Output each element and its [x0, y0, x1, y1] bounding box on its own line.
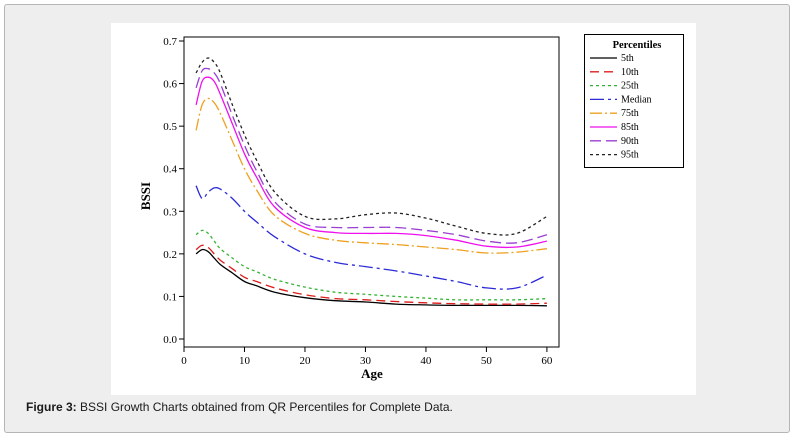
- x-tick-label: 60: [541, 355, 553, 367]
- legend: Percentiles 5th 10th 25th Median 75th 85th 90t…: [584, 34, 684, 168]
- plot-frame: [183, 36, 560, 348]
- series-line-5th: [195, 248, 547, 307]
- y-tick-label: 0.3: [163, 206, 177, 218]
- legend-label: 90th: [621, 136, 639, 147]
- series-line-90th: [195, 67, 548, 244]
- series-line-10th: [195, 244, 547, 305]
- figure-caption: Figure 3: BSSI Growth Charts obtained fr…: [26, 400, 453, 414]
- series-lines: [195, 57, 548, 307]
- y-tick-label: 0.4: [163, 164, 177, 176]
- x-tick-label: 20: [299, 355, 311, 367]
- legend-items: 5th 10th 25th Median 75th 85th 90th 95th: [590, 53, 652, 161]
- series-line-95th: [195, 57, 548, 236]
- legend-label: 85th: [621, 122, 639, 133]
- x-tick-label: 30: [360, 355, 372, 367]
- y-tick-label: 0.0: [163, 334, 177, 346]
- series-line-median: [195, 185, 548, 290]
- x-tick-label: 50: [481, 355, 493, 367]
- x-tick-label: 0: [181, 355, 187, 367]
- legend-label: 25th: [621, 81, 639, 92]
- y-tick-label: 0.1: [163, 291, 177, 303]
- x-axis-label: Age: [361, 366, 383, 381]
- caption-text: BSSI Growth Charts obtained from QR Perc…: [80, 400, 453, 414]
- series-line-75th: [195, 97, 547, 254]
- axes: 0.0 0.1 0.2 0.3 0.4 0.5 0.6 0.7 0 10 20 30 40 50 60: [163, 36, 560, 367]
- series-line-85th: [195, 76, 548, 249]
- legend-title: Percentiles: [613, 40, 662, 51]
- legend-label: 75th: [621, 108, 639, 119]
- legend-svg: Percentiles 5th 10th 25th Median 75th 85th 90t…: [590, 40, 662, 161]
- y-tick-label: 0.6: [163, 79, 177, 91]
- series-line-25th: [195, 229, 547, 301]
- caption-label: Figure 3:: [26, 400, 77, 414]
- x-tick-label: 40: [420, 355, 432, 367]
- y-tick-label: 0.2: [163, 249, 177, 261]
- legend-label: 10th: [621, 67, 639, 78]
- y-tick-label: 0.7: [163, 36, 177, 48]
- y-tick-label: 0.5: [163, 121, 177, 133]
- legend-label: Median: [621, 94, 652, 105]
- legend-label: 5th: [621, 53, 634, 64]
- legend-label: 95th: [621, 150, 639, 161]
- x-tick-label: 10: [239, 355, 251, 367]
- y-axis-label: BSSI: [138, 182, 153, 210]
